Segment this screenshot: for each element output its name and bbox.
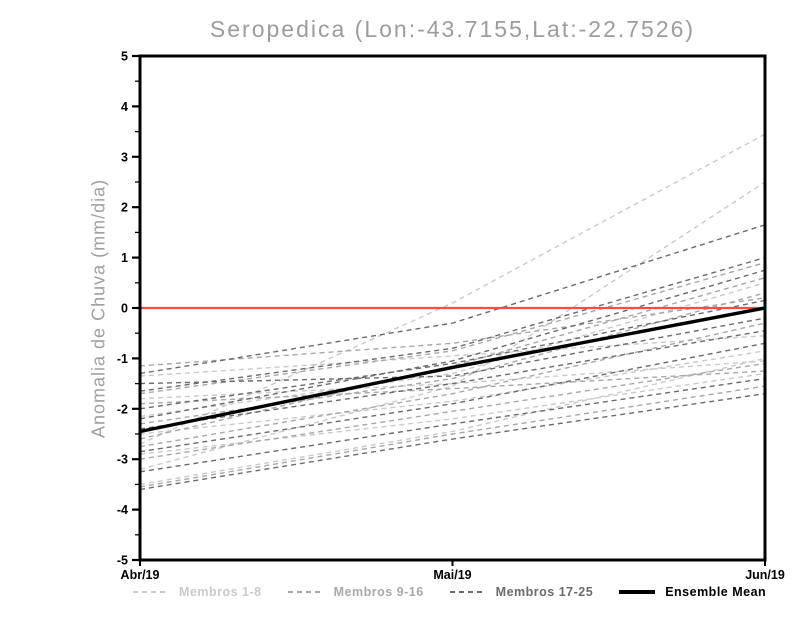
member-line-19 — [139, 299, 766, 410]
member-line-18 — [139, 256, 766, 392]
member-line-11 — [139, 292, 766, 425]
member-line-22 — [139, 377, 766, 473]
x-tick-label: Mai/19 — [433, 568, 471, 582]
y-tick-label: 3 — [121, 150, 128, 164]
member-line-17 — [139, 224, 766, 375]
member-line-23 — [139, 392, 766, 491]
y-tick-label: -5 — [117, 554, 128, 568]
legend-item-membros-17-25: Membros 17-25 — [449, 585, 594, 599]
legend-swatch-membros-17-25-dashed-line — [449, 591, 486, 593]
y-tick-label: 5 — [121, 50, 128, 64]
member-line-13 — [139, 362, 766, 460]
y-tick-label: 1 — [121, 251, 128, 265]
member-line-8 — [139, 350, 766, 435]
legend-swatch-membros-9-16-dashed-line — [287, 591, 324, 593]
member-line-9 — [139, 297, 766, 367]
member-line-12 — [139, 322, 766, 448]
member-line-14 — [139, 385, 766, 488]
legend-label: Membros 17-25 — [495, 585, 594, 599]
member-line-25 — [139, 317, 766, 385]
x-tick-label: Jun/19 — [745, 568, 785, 582]
y-tick-label: 2 — [121, 201, 128, 215]
y-tick-label: 4 — [121, 100, 128, 114]
legend-swatch-membros-1-8-dashed-line — [133, 591, 169, 593]
member-line-1 — [139, 133, 766, 445]
y-tick-label: -3 — [117, 453, 128, 467]
y-tick-label: 0 — [121, 302, 128, 316]
member-line-5 — [139, 372, 766, 455]
legend-label: Ensemble Mean — [665, 585, 767, 599]
member-line-10 — [139, 261, 766, 395]
member-line-3 — [139, 335, 766, 377]
member-line-21 — [139, 342, 766, 453]
member-line-24 — [139, 269, 766, 420]
legend-item-membros-1-8: Membros 1-8 — [133, 585, 262, 599]
x-tick-label: Abr/19 — [121, 568, 160, 582]
legend-item-membros-9-16: Membros 9-16 — [287, 585, 424, 599]
legend-swatch-ensemble-mean-solid-line — [619, 590, 656, 594]
member-line-6 — [139, 357, 766, 486]
y-tick-label: -1 — [117, 352, 128, 366]
legend-label: Membros 1-8 — [179, 585, 262, 599]
member-line-20 — [139, 329, 766, 430]
legend-label: Membros 9-16 — [333, 585, 424, 599]
legend-item-ensemble-mean: Ensemble Mean — [619, 585, 766, 599]
y-tick-label: -4 — [117, 503, 128, 517]
legend: Membros 1-8 Membros 9-16 Membros 17-25 E… — [133, 585, 766, 599]
ensemble-mean-line — [139, 306, 766, 434]
chart-title: Seropedica (Lon:-43.7155,Lat:-22.7526) — [209, 16, 696, 42]
y-tick-label: -2 — [117, 402, 128, 416]
